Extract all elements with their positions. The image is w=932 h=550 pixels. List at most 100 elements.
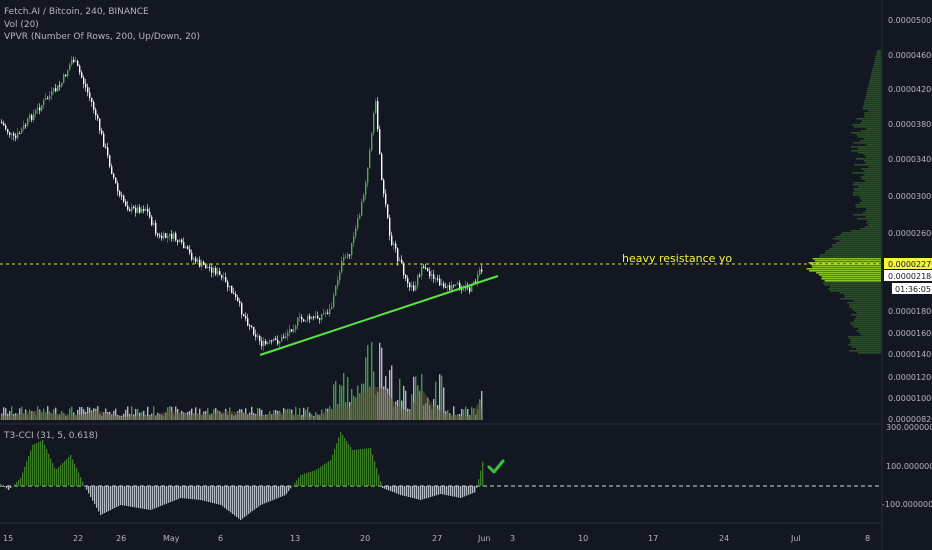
candle-body — [69, 64, 71, 71]
cci-bar — [218, 486, 220, 505]
cci-bar — [434, 486, 436, 496]
candle-body — [309, 315, 311, 320]
vpvr-row — [864, 114, 881, 116]
candle-body — [77, 60, 79, 67]
cci-bar — [262, 486, 264, 505]
cci-bar — [158, 486, 160, 507]
vpvr-row — [856, 348, 881, 350]
candle-body — [457, 282, 459, 285]
candle-body — [283, 336, 285, 338]
price-tick: 0.00001800 — [888, 307, 932, 316]
candle-body — [167, 236, 169, 238]
vpvr-row — [854, 164, 881, 166]
cci-bar — [28, 456, 30, 486]
volume-bar — [261, 410, 263, 420]
price-tick: 0.00004200 — [888, 85, 932, 94]
volume-bar — [371, 342, 373, 420]
volume-bar — [259, 408, 261, 420]
cci-bar — [280, 486, 282, 497]
volume-bar — [303, 407, 305, 420]
cci-bar — [408, 486, 410, 497]
cci-bar — [396, 486, 398, 494]
candle-body — [421, 266, 423, 276]
candle-body — [67, 70, 69, 77]
volume-bar — [381, 347, 383, 420]
cci-bar — [208, 486, 210, 502]
cci-bar — [460, 486, 462, 498]
last-price-tag-text: 0.00002184 — [888, 272, 932, 281]
vpvr-row — [839, 240, 881, 242]
vpvr-row — [864, 226, 881, 228]
price-axis[interactable]: 0.00005000 0.00004600 0.00004200 0.00003… — [888, 16, 932, 424]
cci-bar — [228, 486, 230, 511]
time-axis[interactable]: 15 22 26 May 6 13 20 27 Jun 3 10 17 24 J… — [3, 534, 870, 543]
cci-bar — [86, 486, 88, 490]
resistance-annotation[interactable]: heavy resistance yo — [622, 252, 732, 265]
vpvr-row — [856, 330, 881, 332]
candle-body — [137, 207, 139, 213]
candle-body — [49, 95, 51, 99]
candle-body — [119, 191, 121, 196]
candle-body — [357, 218, 359, 229]
vpvr-row — [848, 344, 881, 346]
cci-bar — [368, 448, 370, 486]
vpvr-row — [854, 190, 881, 192]
time-tick: Jul — [790, 534, 801, 543]
cci-bar — [382, 486, 384, 488]
cci-axis[interactable]: 300.00000000 100.00000000 -100.00000000 — [882, 423, 932, 509]
candle-body — [365, 182, 367, 195]
volume-bar — [131, 406, 133, 420]
cci-bar — [132, 486, 134, 507]
time-tick: May — [163, 534, 180, 543]
vpvr-row — [860, 176, 881, 178]
candle-body — [377, 101, 379, 130]
candle-body — [111, 166, 113, 174]
checkmark-icon — [487, 459, 505, 474]
candle-body — [147, 208, 149, 212]
cci-bar — [236, 486, 238, 517]
vpvr-row — [859, 196, 881, 198]
vpvr-row — [812, 258, 881, 260]
volume-bar — [351, 388, 353, 420]
candle-body — [405, 275, 407, 279]
cci-bar — [436, 486, 438, 496]
candle-body — [203, 261, 205, 266]
candle-body — [399, 259, 401, 262]
candle-body — [475, 281, 477, 283]
vpvr-row — [851, 124, 881, 126]
candle-body — [335, 285, 337, 296]
cci-bar — [194, 486, 196, 500]
countdown-tag — [892, 283, 932, 294]
vpvr-row — [857, 136, 881, 138]
candle-body — [27, 118, 29, 126]
vpvr-row — [861, 178, 881, 180]
vpvr-row — [859, 332, 881, 334]
candle-body — [345, 256, 347, 258]
vpvr-indicator-label: VPVR (Number Of Rows, 200, Up/Down, 20) — [4, 32, 200, 42]
candle-body — [191, 252, 193, 260]
cci-bar — [336, 443, 338, 486]
vpvr-row — [853, 192, 881, 194]
candle-body — [391, 235, 393, 245]
cci-bar — [220, 486, 222, 505]
cci-bar — [462, 486, 464, 498]
cci-bar — [246, 486, 248, 516]
vpvr-row — [840, 298, 881, 300]
vpvr-row — [818, 274, 881, 276]
cci-bar — [48, 453, 50, 486]
candle-body — [131, 206, 133, 212]
cci-bar — [422, 486, 424, 500]
candle-body — [375, 101, 377, 114]
cci-bar — [416, 486, 418, 499]
cci-bar — [130, 486, 132, 507]
candle-body — [15, 135, 17, 138]
vpvr-row — [815, 260, 881, 262]
trendline[interactable] — [259, 275, 499, 356]
vpvr-row — [864, 112, 881, 114]
cci-bar — [114, 486, 116, 508]
volume-profile — [806, 50, 881, 354]
cci-bar — [356, 449, 358, 486]
cci-bar — [438, 486, 440, 495]
candle-body — [135, 207, 137, 213]
